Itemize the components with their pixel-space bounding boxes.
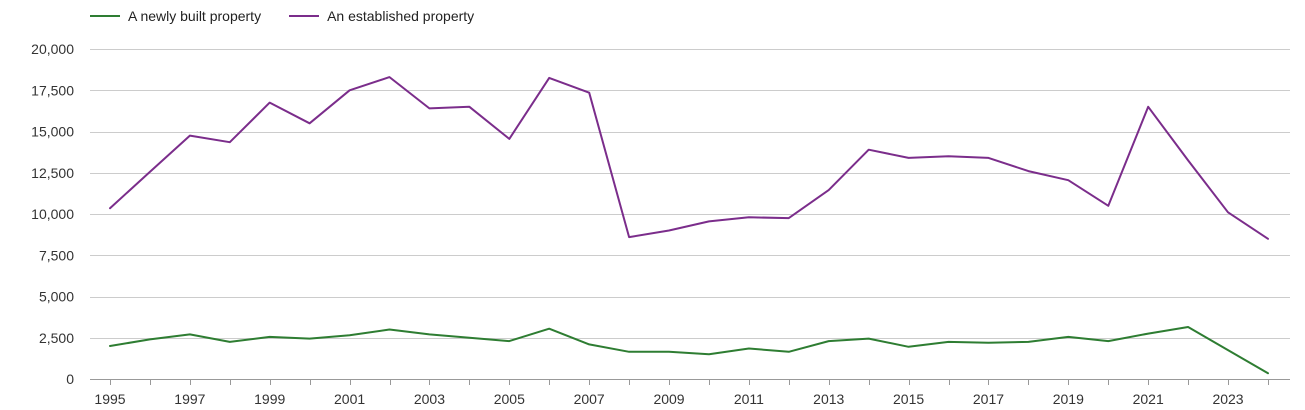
x-tick-label: 2011	[734, 391, 764, 407]
x-tick-label: 2023	[1212, 391, 1243, 407]
series-layer	[109, 76, 1269, 375]
legend-item-established[interactable]: An established property	[289, 8, 474, 24]
y-tick-label: 2,500	[39, 330, 74, 346]
y-tick-label: 0	[66, 371, 74, 387]
y-tick-label: 5,000	[39, 289, 74, 305]
y-axis: 0 2,500 5,000 7,500 10,000 12,500 15,000 17,500…	[31, 41, 74, 387]
legend-swatch-established	[289, 15, 320, 17]
legend-item-newly-built[interactable]: A newly built property	[90, 8, 261, 24]
legend: A newly built property An established pr…	[90, 6, 474, 26]
series-line-newly-built[interactable]	[109, 326, 1269, 375]
legend-swatch-newly-built	[90, 15, 120, 17]
y-tick-label: 10,000	[31, 206, 74, 222]
x-tick-label: 2009	[653, 391, 684, 407]
x-tick-label: 1999	[254, 391, 285, 407]
x-tick-label: 1995	[94, 391, 125, 407]
x-tick-label: 2013	[813, 391, 844, 407]
legend-label-newly-built: A newly built property	[128, 8, 262, 24]
y-tick-label: 15,000	[31, 124, 74, 140]
x-tick-label: 2015	[893, 391, 924, 407]
x-tick-label: 2005	[494, 391, 525, 407]
x-tick-label: 2001	[334, 391, 365, 407]
x-tick-label: 2007	[574, 391, 605, 407]
x-tick-label: 2003	[414, 391, 445, 407]
y-tick-label: 12,500	[31, 165, 74, 181]
y-tick-label: 17,500	[31, 82, 74, 98]
series-line-established[interactable]	[109, 76, 1269, 240]
x-tick-label: 2019	[1053, 391, 1084, 407]
x-axis: 1995 1997 1999 2001 2003 2005 2007 2009 2011 2013…	[94, 379, 1269, 407]
x-tick-label: 2017	[973, 391, 1004, 407]
x-tick-label: 1997	[174, 391, 205, 407]
x-tick-label: 2021	[1133, 391, 1164, 407]
grid-layer	[90, 49, 1290, 380]
y-tick-label: 20,000	[31, 41, 74, 57]
legend-label-established: An established property	[327, 8, 475, 24]
y-tick-label: 7,500	[39, 247, 74, 263]
